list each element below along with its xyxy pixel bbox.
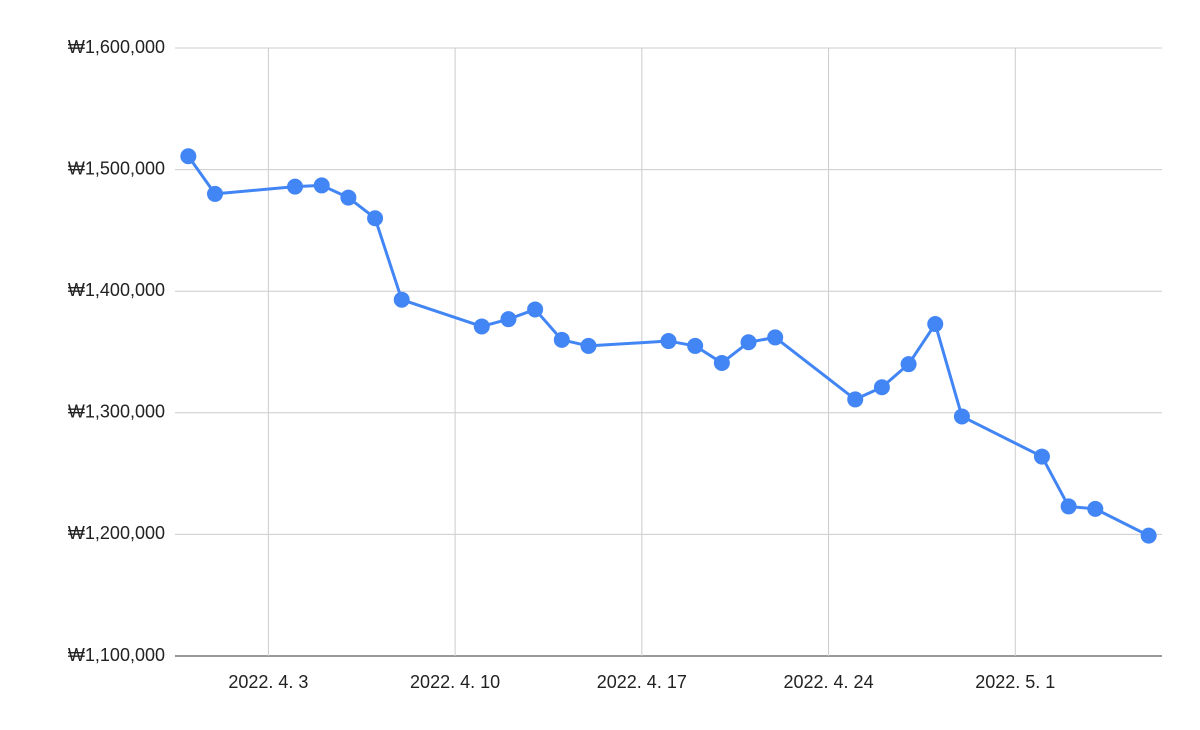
x-tick-label: 2022. 4. 17 — [597, 672, 687, 692]
data-point — [927, 316, 944, 333]
y-tick-label: ₩1,300,000 — [68, 402, 165, 422]
x-tick-label: 2022. 4. 10 — [410, 672, 500, 692]
data-point — [1087, 500, 1104, 517]
data-point — [340, 189, 357, 206]
x-tick-label: 2022. 4. 24 — [784, 672, 874, 692]
data-point — [367, 210, 384, 227]
data-point — [1060, 498, 1077, 515]
data-point — [580, 337, 597, 354]
data-point — [527, 301, 544, 318]
data-point — [553, 331, 570, 348]
y-tick-label: ₩1,200,000 — [68, 523, 165, 543]
x-tick-label: 2022. 4. 3 — [228, 672, 308, 692]
data-point — [953, 408, 970, 425]
data-point — [1140, 527, 1157, 544]
data-point — [473, 318, 490, 335]
data-point — [713, 354, 730, 371]
y-tick-label: ₩1,600,000 — [68, 37, 165, 57]
x-tick-label: 2022. 5. 1 — [975, 672, 1055, 692]
data-point — [207, 185, 224, 202]
data-point — [687, 337, 704, 354]
data-point — [287, 178, 304, 195]
y-tick-label: ₩1,100,000 — [68, 645, 165, 665]
data-point — [500, 311, 517, 328]
data-point — [767, 329, 784, 346]
data-point — [1033, 448, 1050, 465]
data-point — [180, 148, 197, 165]
data-point — [313, 177, 330, 194]
data-point — [660, 333, 677, 350]
data-point — [847, 391, 864, 408]
data-point — [393, 291, 410, 308]
data-point — [740, 334, 757, 351]
data-point — [873, 379, 890, 396]
data-point — [900, 356, 917, 373]
y-tick-label: ₩1,400,000 — [68, 280, 165, 300]
y-tick-label: ₩1,500,000 — [68, 158, 165, 178]
